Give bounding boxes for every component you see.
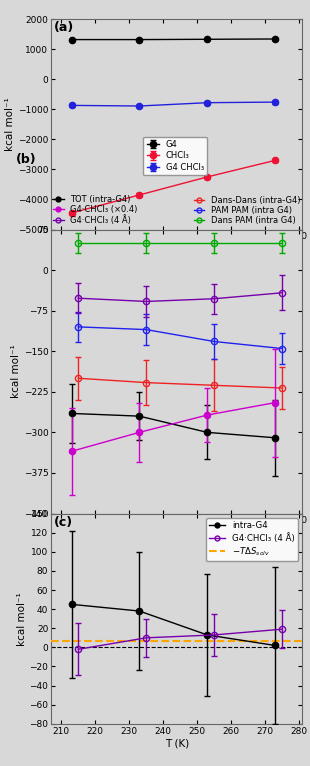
Y-axis label: kcal mol⁻¹: kcal mol⁻¹ xyxy=(5,97,15,151)
Legend: intra-G4, G4·CHCl₃ (4 Å), $-T\Delta S_{solv}$: intra-G4, G4·CHCl₃ (4 Å), $-T\Delta S_{s… xyxy=(206,518,298,561)
Text: (c): (c) xyxy=(54,516,73,529)
Text: (a): (a) xyxy=(54,21,74,34)
X-axis label: T (K): T (K) xyxy=(165,528,189,538)
Legend: Dans-Dans (intra-G4), PAM PAM (intra G4), Dans PAM (intra G4): Dans-Dans (intra-G4), PAM PAM (intra G4)… xyxy=(192,194,302,227)
Legend: G4, CHCl₃, G4 CHCl₃: G4, CHCl₃, G4 CHCl₃ xyxy=(143,136,207,175)
Y-axis label: kcal mol⁻¹: kcal mol⁻¹ xyxy=(17,592,27,646)
Y-axis label: kcal mol⁻¹: kcal mol⁻¹ xyxy=(11,345,21,398)
Text: (b): (b) xyxy=(16,153,37,165)
X-axis label: T (K): T (K) xyxy=(165,244,189,254)
X-axis label: T (K): T (K) xyxy=(165,738,189,748)
